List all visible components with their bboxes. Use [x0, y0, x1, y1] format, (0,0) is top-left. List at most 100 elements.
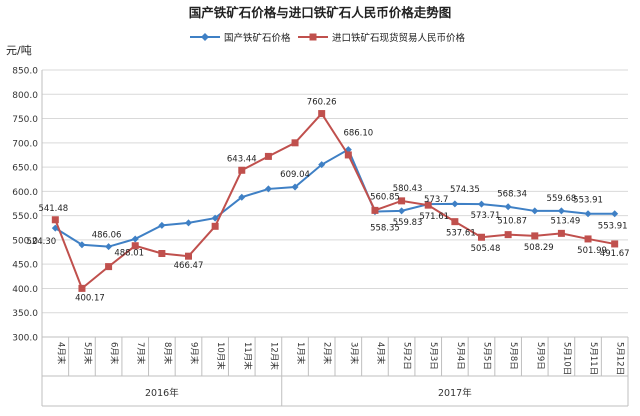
- x-tick-label: 4月末: [375, 342, 386, 365]
- x-tick-label: 8月末: [162, 342, 173, 365]
- data-label: 537.61: [446, 229, 476, 239]
- data-label: 488.01: [114, 249, 144, 259]
- legend-entry-domestic: 国产铁矿石价格: [190, 32, 291, 44]
- y-tick-label: 400.0: [12, 285, 38, 295]
- data-label: 574.35: [450, 185, 480, 195]
- data-label: 491.67: [600, 249, 630, 259]
- y-tick-label: 550.0: [12, 212, 38, 222]
- x-axis: 4月末 5月末 6月末 7月末 8月末 9月末 10月末 11月末 12月末 1月末 2月末 3月末 4…: [41, 70, 629, 407]
- data-point-square: [531, 232, 539, 240]
- x-tick-label: 5月11日: [588, 342, 598, 375]
- y-tick-label: 850.0: [12, 67, 38, 77]
- data-point-square: [584, 235, 592, 243]
- data-point-square: [238, 166, 246, 174]
- data-label: 513.49: [551, 216, 581, 226]
- data-point-diamond: [78, 241, 86, 249]
- group-label: 2017年: [438, 387, 472, 399]
- x-tick-label: 5月5日: [482, 342, 492, 370]
- legend-entry-import: 进口铁矿石现货贸易人民币价格: [298, 32, 466, 44]
- data-point-square: [371, 206, 379, 214]
- data-point-square: [557, 229, 565, 237]
- x-tick-label: 6月末: [109, 342, 120, 365]
- data-point-diamond: [531, 207, 539, 215]
- data-point-diamond: [158, 221, 166, 229]
- legend-marker-square: [309, 33, 317, 41]
- data-point-square: [424, 201, 432, 209]
- data-label: 573.7: [424, 195, 448, 205]
- data-label: 505.48: [471, 244, 501, 254]
- x-tick-label: 5月4日: [455, 342, 465, 370]
- data-point-square: [131, 242, 139, 250]
- data-point-diamond: [584, 210, 592, 218]
- data-label: 510.87: [497, 217, 527, 227]
- x-tick-label: 5月8日: [508, 342, 518, 370]
- chart-title: 国产铁矿石价格与进口铁矿石人民币价格走势图: [189, 5, 452, 20]
- data-point-diamond: [504, 203, 512, 211]
- x-tick-label: 11月末: [242, 342, 253, 370]
- data-point-diamond: [451, 200, 459, 208]
- data-label: 560.85: [370, 192, 400, 202]
- x-tick-label: 12月末: [268, 342, 279, 370]
- data-point-diamond: [238, 193, 246, 201]
- data-label: 568.34: [497, 190, 527, 200]
- data-point-square: [611, 240, 619, 248]
- legend-label-domestic: 国产铁矿石价格: [224, 32, 291, 44]
- group-label: 2016年: [145, 387, 179, 399]
- data-label: 559.83: [393, 218, 423, 228]
- x-tick-label: 1月末: [295, 342, 306, 365]
- x-tick-label: 5月10日: [561, 342, 571, 375]
- legend: 国产铁矿石价格 进口铁矿石现货贸易人民币价格: [190, 32, 466, 44]
- y-tick-label: 300.0: [12, 334, 38, 344]
- series-line-1: [54, 111, 615, 291]
- data-point-square: [478, 233, 485, 241]
- legend-label-import: 进口铁矿石现货贸易人民币价格: [332, 32, 466, 44]
- x-tick-label: 5月3日: [428, 342, 438, 370]
- data-label: 643.44: [227, 154, 257, 164]
- y-tick-label: 600.0: [12, 188, 38, 198]
- data-point-diamond: [185, 219, 192, 227]
- data-point-diamond: [105, 243, 113, 251]
- x-tick-label: 4月末: [55, 342, 66, 365]
- data-point-square: [51, 216, 59, 224]
- data-point-square: [78, 284, 86, 292]
- series-line-0: [54, 148, 615, 248]
- data-label: 553.91: [573, 196, 603, 206]
- grid: [42, 69, 628, 338]
- data-point-diamond: [398, 207, 406, 215]
- data-point-square: [264, 152, 272, 160]
- y-axis-label: 元/吨: [6, 44, 32, 57]
- data-point-square: [398, 197, 406, 205]
- data-point-diamond: [611, 210, 619, 218]
- x-tick-label: 5月2日: [402, 342, 412, 370]
- y-tick-label: 700.0: [12, 139, 38, 149]
- data-point-diamond: [557, 207, 565, 215]
- data-label: 541.48: [38, 204, 68, 214]
- y-tick-label: 800.0: [12, 91, 38, 101]
- data-label: 466.47: [174, 261, 204, 271]
- x-tick-label: 7月末: [135, 342, 146, 365]
- data-label: 571.61: [419, 212, 449, 222]
- data-point-diamond: [264, 185, 272, 193]
- data-point-square: [291, 139, 299, 147]
- data-point-square: [185, 252, 192, 260]
- data-label: 580.43: [393, 184, 423, 194]
- data-label: 486.06: [92, 231, 122, 241]
- data-point-diamond: [478, 200, 485, 208]
- data-point-square: [504, 231, 512, 239]
- data-point-square: [158, 250, 166, 258]
- data-label: 508.29: [524, 243, 554, 253]
- data-point-diamond: [131, 235, 139, 243]
- data-point-diamond: [211, 214, 219, 222]
- data-point-square: [105, 263, 113, 271]
- data-label: 609.04: [280, 170, 310, 180]
- x-tick-label: 9月末: [189, 342, 200, 365]
- data-point-square: [451, 218, 459, 226]
- data-label: 558.35: [370, 224, 400, 234]
- data-point-square: [344, 151, 352, 159]
- data-label: 573.71: [471, 211, 501, 221]
- data-point-diamond: [318, 161, 326, 169]
- data-point-square: [211, 222, 219, 230]
- y-tick-label: 450.0: [12, 261, 38, 271]
- y-tick-label: 750.0: [12, 115, 38, 125]
